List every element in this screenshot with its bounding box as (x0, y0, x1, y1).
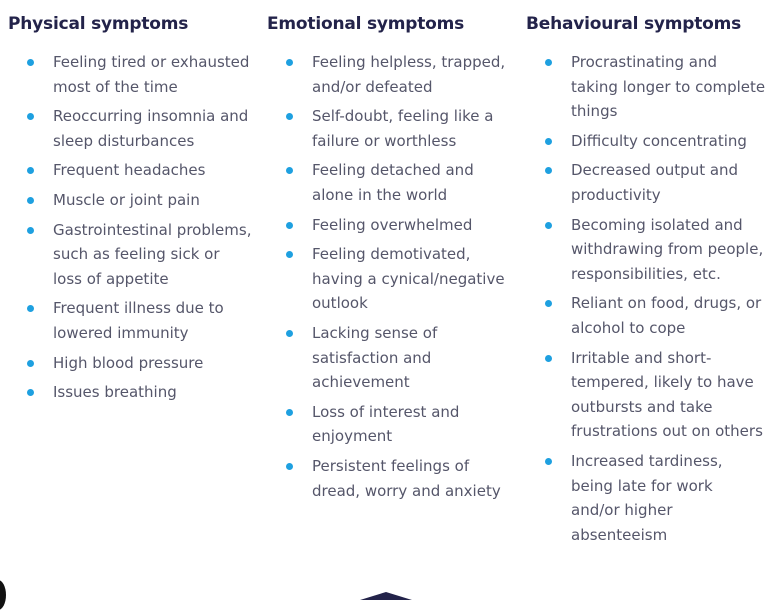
symptom-list: Feeling tired or exhausted most of the t… (8, 50, 258, 405)
list-item-text: Muscle or joint pain (53, 190, 200, 209)
list-item-text: Feeling helpless, trapped, and/or defeat… (312, 53, 506, 96)
list-item-text: Irritable and short-tempered, likely to … (571, 348, 763, 441)
list-item-text: Issues breathing (53, 383, 177, 402)
list-item: Feeling tired or exhausted most of the t… (8, 50, 253, 99)
list-item: Reliant on food, drugs, or alcohol to co… (526, 291, 766, 340)
list-item: Feeling detached and alone in the world (267, 158, 512, 207)
list-item: Self-doubt, feeling like a failure or wo… (267, 104, 512, 153)
list-item: Persistent feelings of dread, worry and … (267, 454, 512, 503)
bullet-icon (27, 113, 34, 121)
list-item-text: Gastrointestinal problems, such as feeli… (53, 220, 252, 288)
list-item: Loss of interest and enjoyment (267, 400, 512, 449)
bullet-icon (545, 137, 552, 145)
list-item-text: Reoccurring insomnia and sleep disturban… (53, 107, 249, 150)
physical-symptoms-column: Physical symptoms Feeling tired or exhau… (8, 12, 258, 410)
bullet-icon (545, 300, 552, 308)
bullet-icon (27, 196, 34, 204)
list-item-text: Persistent feelings of dread, worry and … (312, 456, 501, 500)
behavioural-symptoms-column: Behavioural symptoms Procrastinating and… (526, 12, 776, 552)
list-item-text: Reliant on food, drugs, or alcohol to co… (571, 294, 762, 337)
list-item: Frequent illness due to lowered immunity (8, 296, 253, 345)
list-item-text: High blood pressure (53, 353, 204, 372)
list-item-text: Loss of interest and enjoyment (312, 402, 460, 446)
bullet-icon (27, 59, 34, 66)
list-item-text: Procrastinating and taking longer to com… (571, 53, 766, 121)
dark-shape-decoration (0, 580, 6, 610)
bullet-icon (27, 359, 34, 367)
bullet-icon (286, 113, 293, 121)
list-item: Decreased output and productivity (526, 158, 766, 207)
column-heading: Behavioural symptoms (526, 14, 742, 34)
bullet-icon (286, 329, 293, 337)
symptom-list: Procrastinating and taking longer to com… (526, 50, 776, 547)
list-item: Feeling overwhelmed (267, 213, 512, 238)
triangle-decoration (360, 592, 412, 600)
list-item-text: Increased tardiness, being late for work… (571, 451, 723, 544)
bullet-icon (27, 305, 34, 313)
bullet-icon (286, 167, 293, 175)
emotional-symptoms-column: Emotional symptoms Feeling helpless, tra… (267, 12, 517, 508)
list-item: Increased tardiness, being late for work… (526, 449, 766, 547)
list-item: Feeling demotivated, having a cynical/ne… (267, 242, 512, 316)
list-item: Lacking sense of satisfaction and achiev… (267, 321, 512, 395)
list-item-text: Feeling detached and alone in the world (312, 161, 474, 204)
list-item-text: Lacking sense of satisfaction and achiev… (312, 323, 438, 392)
bullet-icon (27, 226, 34, 234)
list-item: Irritable and short-tempered, likely to … (526, 346, 766, 444)
list-item-text: Feeling tired or exhausted most of the t… (53, 53, 250, 96)
list-item: Procrastinating and taking longer to com… (526, 50, 766, 124)
list-item-text: Difficulty concentrating (571, 131, 747, 150)
list-item-text: Decreased output and productivity (571, 161, 739, 204)
column-heading: Emotional symptoms (267, 14, 465, 34)
list-item: High blood pressure (8, 351, 253, 376)
list-item: Frequent headaches (8, 158, 253, 183)
list-item-text: Feeling demotivated, having a cynical/ne… (312, 245, 505, 313)
bullet-icon (286, 59, 293, 66)
list-item-text: Frequent headaches (53, 161, 206, 180)
list-item: Reoccurring insomnia and sleep disturban… (8, 104, 253, 153)
bullet-icon (545, 59, 552, 66)
list-item: Muscle or joint pain (8, 188, 253, 213)
symptom-list: Feeling helpless, trapped, and/or defeat… (267, 50, 517, 503)
list-item: Difficulty concentrating (526, 129, 766, 154)
bullet-icon (27, 167, 34, 175)
list-item-text: Self-doubt, feeling like a failure or wo… (312, 107, 494, 150)
bullet-icon (27, 389, 34, 397)
bullet-icon (286, 221, 293, 229)
column-heading: Physical symptoms (8, 14, 189, 34)
bullet-icon (545, 354, 552, 362)
bullet-icon (286, 251, 293, 259)
list-item-text: Feeling overwhelmed (312, 215, 473, 234)
bullet-icon (545, 167, 552, 175)
bullet-icon (286, 408, 293, 416)
list-item-text: Becoming isolated and withdrawing from p… (571, 215, 764, 283)
list-item: Issues breathing (8, 380, 253, 405)
bullet-icon (545, 457, 552, 465)
list-item: Becoming isolated and withdrawing from p… (526, 213, 766, 287)
list-item: Gastrointestinal problems, such as feeli… (8, 218, 253, 292)
bullet-icon (545, 221, 552, 229)
bullet-icon (286, 462, 293, 470)
list-item-text: Frequent illness due to lowered immunity (53, 299, 224, 342)
list-item: Feeling helpless, trapped, and/or defeat… (267, 50, 512, 99)
